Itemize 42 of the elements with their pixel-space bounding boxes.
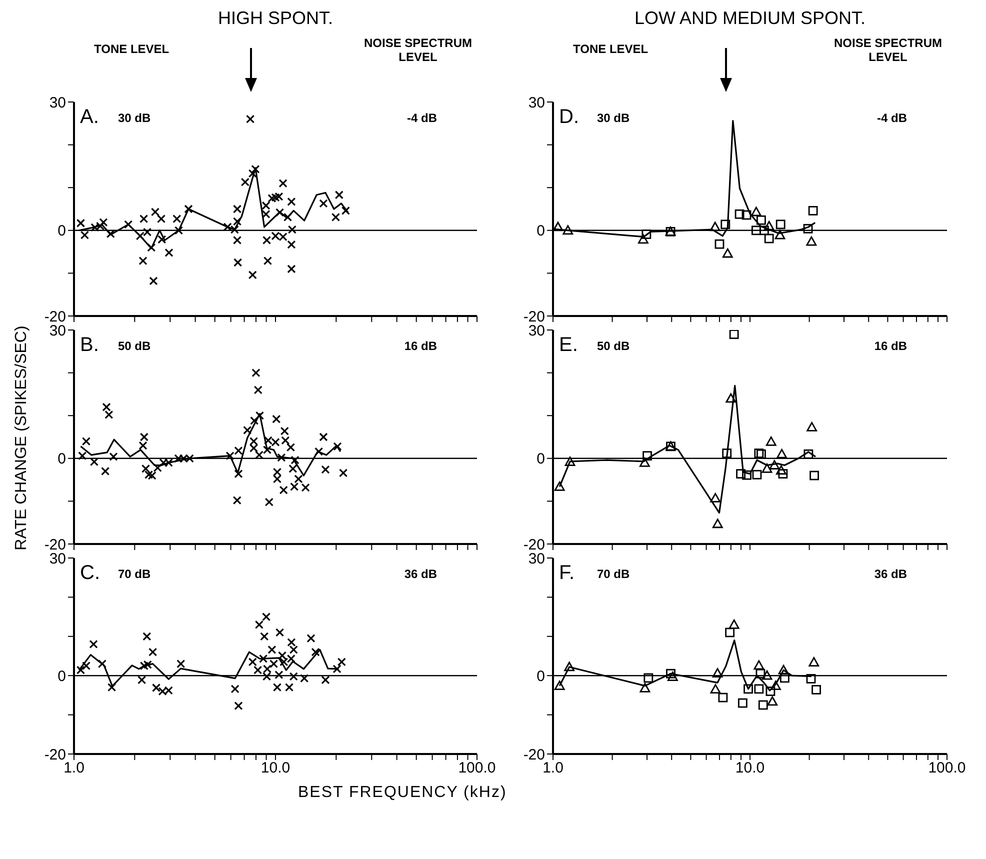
annotation: A.	[80, 106, 99, 129]
annotation: F.	[559, 562, 575, 585]
y-tick-label: 0	[536, 450, 545, 468]
chart-title: LOW AND MEDIUM SPONT.	[633, 8, 867, 29]
x-tick-label: 100.0	[458, 760, 496, 777]
x-tick-label: 1.0	[542, 760, 564, 777]
annotation: 30 dB	[597, 111, 630, 125]
text: NOISE SPECTRUM LEVEL	[362, 36, 473, 64]
annotation: 36 dB	[874, 567, 907, 581]
annotation: 50 dB	[118, 339, 151, 353]
annotation: E.	[559, 334, 578, 357]
annotation: B.	[80, 334, 99, 357]
x-tick-label: 10.0	[260, 760, 290, 777]
x-tick-label: 1.0	[64, 760, 84, 777]
y-tick-label: 30	[528, 94, 545, 112]
x-tick-label: 100.0	[928, 760, 966, 777]
y-tick-label: 0	[536, 222, 545, 240]
y-tick-label: 0	[536, 668, 545, 685]
y-tick-label: -20	[523, 746, 545, 764]
y-tick-label: 30	[49, 94, 66, 112]
y-tick-label: 0	[58, 668, 66, 685]
annotation: -4 dB	[407, 111, 437, 125]
y-tick-label: 0	[58, 450, 66, 468]
text: TONE LEVEL	[573, 42, 648, 56]
y-tick-label: -20	[44, 746, 66, 764]
annotation: 50 dB	[597, 339, 630, 353]
annotation: 16 dB	[404, 339, 437, 353]
text: NOISE SPECTRUM LEVEL	[832, 36, 943, 64]
x-tick-label: 10.0	[735, 760, 765, 777]
chart-title: HIGH SPONT.	[216, 8, 334, 29]
text: TONE LEVEL	[94, 42, 170, 56]
annotation: D.	[559, 106, 579, 129]
annotation: 70 dB	[118, 567, 151, 581]
annotation: 30 dB	[118, 111, 151, 125]
y-tick-label: 0	[58, 222, 66, 240]
y-axis-title: RATE CHANGE (SPIKES/SEC)	[13, 326, 31, 550]
annotation: 16 dB	[874, 339, 907, 353]
x-axis-title: BEST FREQUENCY (kHz)	[298, 784, 507, 802]
annotation: C.	[80, 562, 100, 585]
annotation: 36 dB	[404, 567, 437, 581]
annotation: -4 dB	[877, 111, 907, 125]
annotation: 70 dB	[597, 567, 630, 581]
